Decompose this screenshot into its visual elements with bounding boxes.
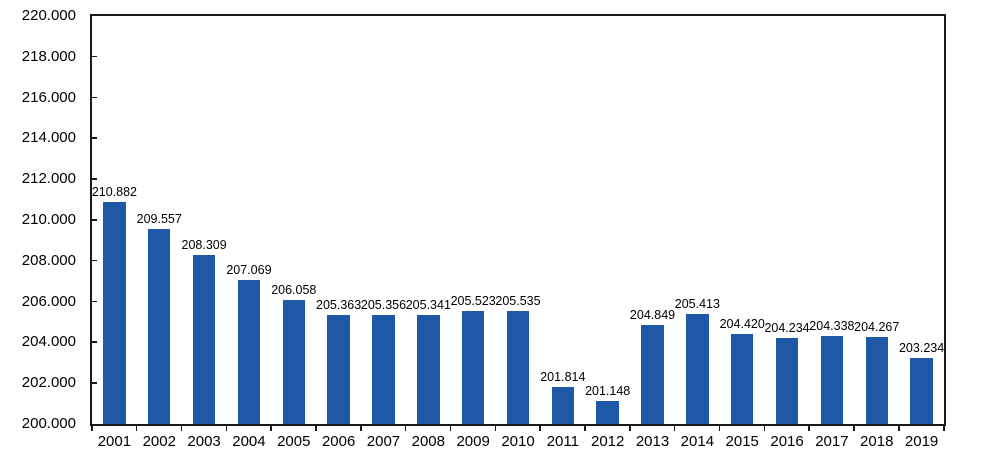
- bar-2011: [551, 387, 575, 424]
- bar-2005: [282, 300, 305, 424]
- x-axis-category-label: 2002: [142, 433, 176, 450]
- x-axis-category-label: 2006: [321, 433, 356, 450]
- bar-2013: [641, 325, 664, 424]
- x-axis-tick-mark: [180, 426, 183, 431]
- x-axis-tick-mark: [718, 426, 721, 431]
- bar-2015: [731, 333, 754, 424]
- y-axis-tick-label: 206.000: [21, 292, 76, 310]
- bar-value-label: 203.234: [898, 341, 945, 356]
- y-axis-tick-label: 212.000: [21, 170, 76, 188]
- x-axis-category-label: 2008: [411, 433, 445, 450]
- bar-value-label: 204.420: [719, 316, 765, 331]
- bar-2018: [865, 336, 888, 424]
- x-axis-tick-mark: [270, 426, 272, 431]
- bar-value-label: 201.814: [540, 370, 586, 384]
- y-axis-tick-mark: [92, 300, 97, 303]
- bar-value-label: 205.363: [316, 297, 362, 312]
- x-axis-category-label: 2005: [277, 433, 311, 450]
- y-axis-tick-mark: [92, 137, 97, 139]
- x-axis-tick-mark: [763, 426, 766, 431]
- x-axis-category-label: 2014: [680, 433, 715, 450]
- bar-value-label: 205.523: [450, 294, 496, 309]
- bar-value-label: 204.234: [764, 320, 810, 335]
- bar-2004: [237, 279, 261, 424]
- bar-2009: [461, 311, 485, 424]
- x-axis-tick-mark: [584, 426, 586, 431]
- bar-value-label: 204.849: [629, 308, 676, 323]
- bar-value-label: 204.267: [854, 319, 900, 334]
- x-axis-tick-mark: [673, 426, 676, 431]
- x-axis-tick-mark: [629, 426, 631, 431]
- x-axis-category-label: 2009: [456, 433, 490, 450]
- x-axis-category-label: 2018: [860, 433, 894, 450]
- y-axis-tick-label: 218.000: [21, 47, 76, 65]
- bar-value-label: 208.309: [181, 237, 227, 252]
- x-axis-tick-mark: [449, 426, 452, 431]
- x-axis-tick-mark: [135, 426, 138, 431]
- y-axis-tick-label: 204.000: [21, 333, 76, 351]
- y-axis-tick-mark: [92, 341, 97, 343]
- bar-2002: [148, 229, 171, 424]
- y-axis-tick-mark: [92, 96, 97, 99]
- bar-2012: [596, 400, 619, 424]
- plot-area: 210.882 209.557 208.309 207.069 206.058 205.3…: [90, 14, 946, 426]
- x-axis-tick-mark: [853, 426, 855, 431]
- y-axis-tick-mark: [92, 178, 97, 180]
- bar-2001: [103, 202, 126, 424]
- y-axis-tick-label: 200.000: [21, 415, 76, 432]
- x-axis-category-label: 2017: [815, 433, 849, 450]
- bar-2003: [192, 254, 216, 424]
- bar-2016: [775, 337, 799, 424]
- y-axis-tick-mark: [92, 219, 97, 221]
- x-axis-tick-mark: [539, 426, 541, 431]
- x-axis-category-label: 2015: [725, 433, 759, 450]
- y-axis-tick-label: 208.000: [21, 251, 76, 269]
- x-axis-category-label: 2011: [546, 433, 579, 450]
- x-axis-tick-mark: [494, 426, 497, 431]
- y-axis-tick-label: 202.000: [21, 374, 76, 392]
- y-axis-tick-label: 216.000: [21, 88, 76, 106]
- y-axis-tick-label: 210.000: [21, 211, 76, 228]
- bar-value-label: 206.058: [271, 283, 317, 298]
- x-axis-category-label: 2013: [635, 433, 670, 450]
- x-axis-category-label: 2010: [501, 433, 535, 450]
- x-axis-category-label: 2016: [770, 433, 804, 450]
- bar-2017: [820, 335, 844, 424]
- x-axis-tick-mark: [943, 426, 945, 431]
- y-axis-tick-label: 220.000: [21, 7, 76, 24]
- x-axis-tick-mark: [315, 426, 317, 431]
- y-axis-tick-mark: [92, 382, 97, 384]
- x-axis-category-label: 2019: [904, 433, 939, 450]
- bar-2014: [686, 313, 709, 424]
- bar-value-label: 205.413: [674, 296, 720, 311]
- x-axis-category-label: 2007: [366, 433, 401, 450]
- bar-value-label: 204.338: [809, 318, 855, 333]
- bar-value-label: 209.557: [136, 212, 182, 227]
- x-axis-category-label: 2004: [232, 433, 266, 450]
- y-axis-tick-mark: [92, 259, 97, 262]
- x-axis-tick-mark: [360, 426, 362, 431]
- x-axis-category-label: 2003: [187, 433, 221, 450]
- bar-2007: [372, 314, 395, 424]
- x-axis-tick-mark: [808, 426, 810, 431]
- x-axis-tick-mark: [898, 426, 900, 431]
- bar-value-label: 201.148: [585, 383, 631, 398]
- bar-value-label: 205.535: [495, 294, 541, 309]
- bar-2008: [417, 315, 440, 424]
- y-axis-tick-label: 214.000: [21, 129, 76, 147]
- x-axis-tick-mark: [404, 426, 407, 431]
- bar-value-label: 207.069: [226, 262, 272, 277]
- bar-2010: [506, 311, 530, 424]
- x-axis-category-label: 2012: [590, 433, 625, 450]
- x-axis-category-label: 2001: [97, 433, 132, 450]
- bar-2006: [327, 314, 350, 424]
- bar-value-label: 210.882: [91, 185, 137, 200]
- y-axis-tick-mark: [92, 55, 97, 58]
- x-axis-tick-mark: [225, 426, 228, 431]
- bar-value-label: 205.356: [360, 297, 407, 312]
- x-axis-tick-mark: [91, 426, 93, 431]
- bar-value-label: 205.341: [405, 298, 451, 313]
- bar-2019: [910, 358, 933, 424]
